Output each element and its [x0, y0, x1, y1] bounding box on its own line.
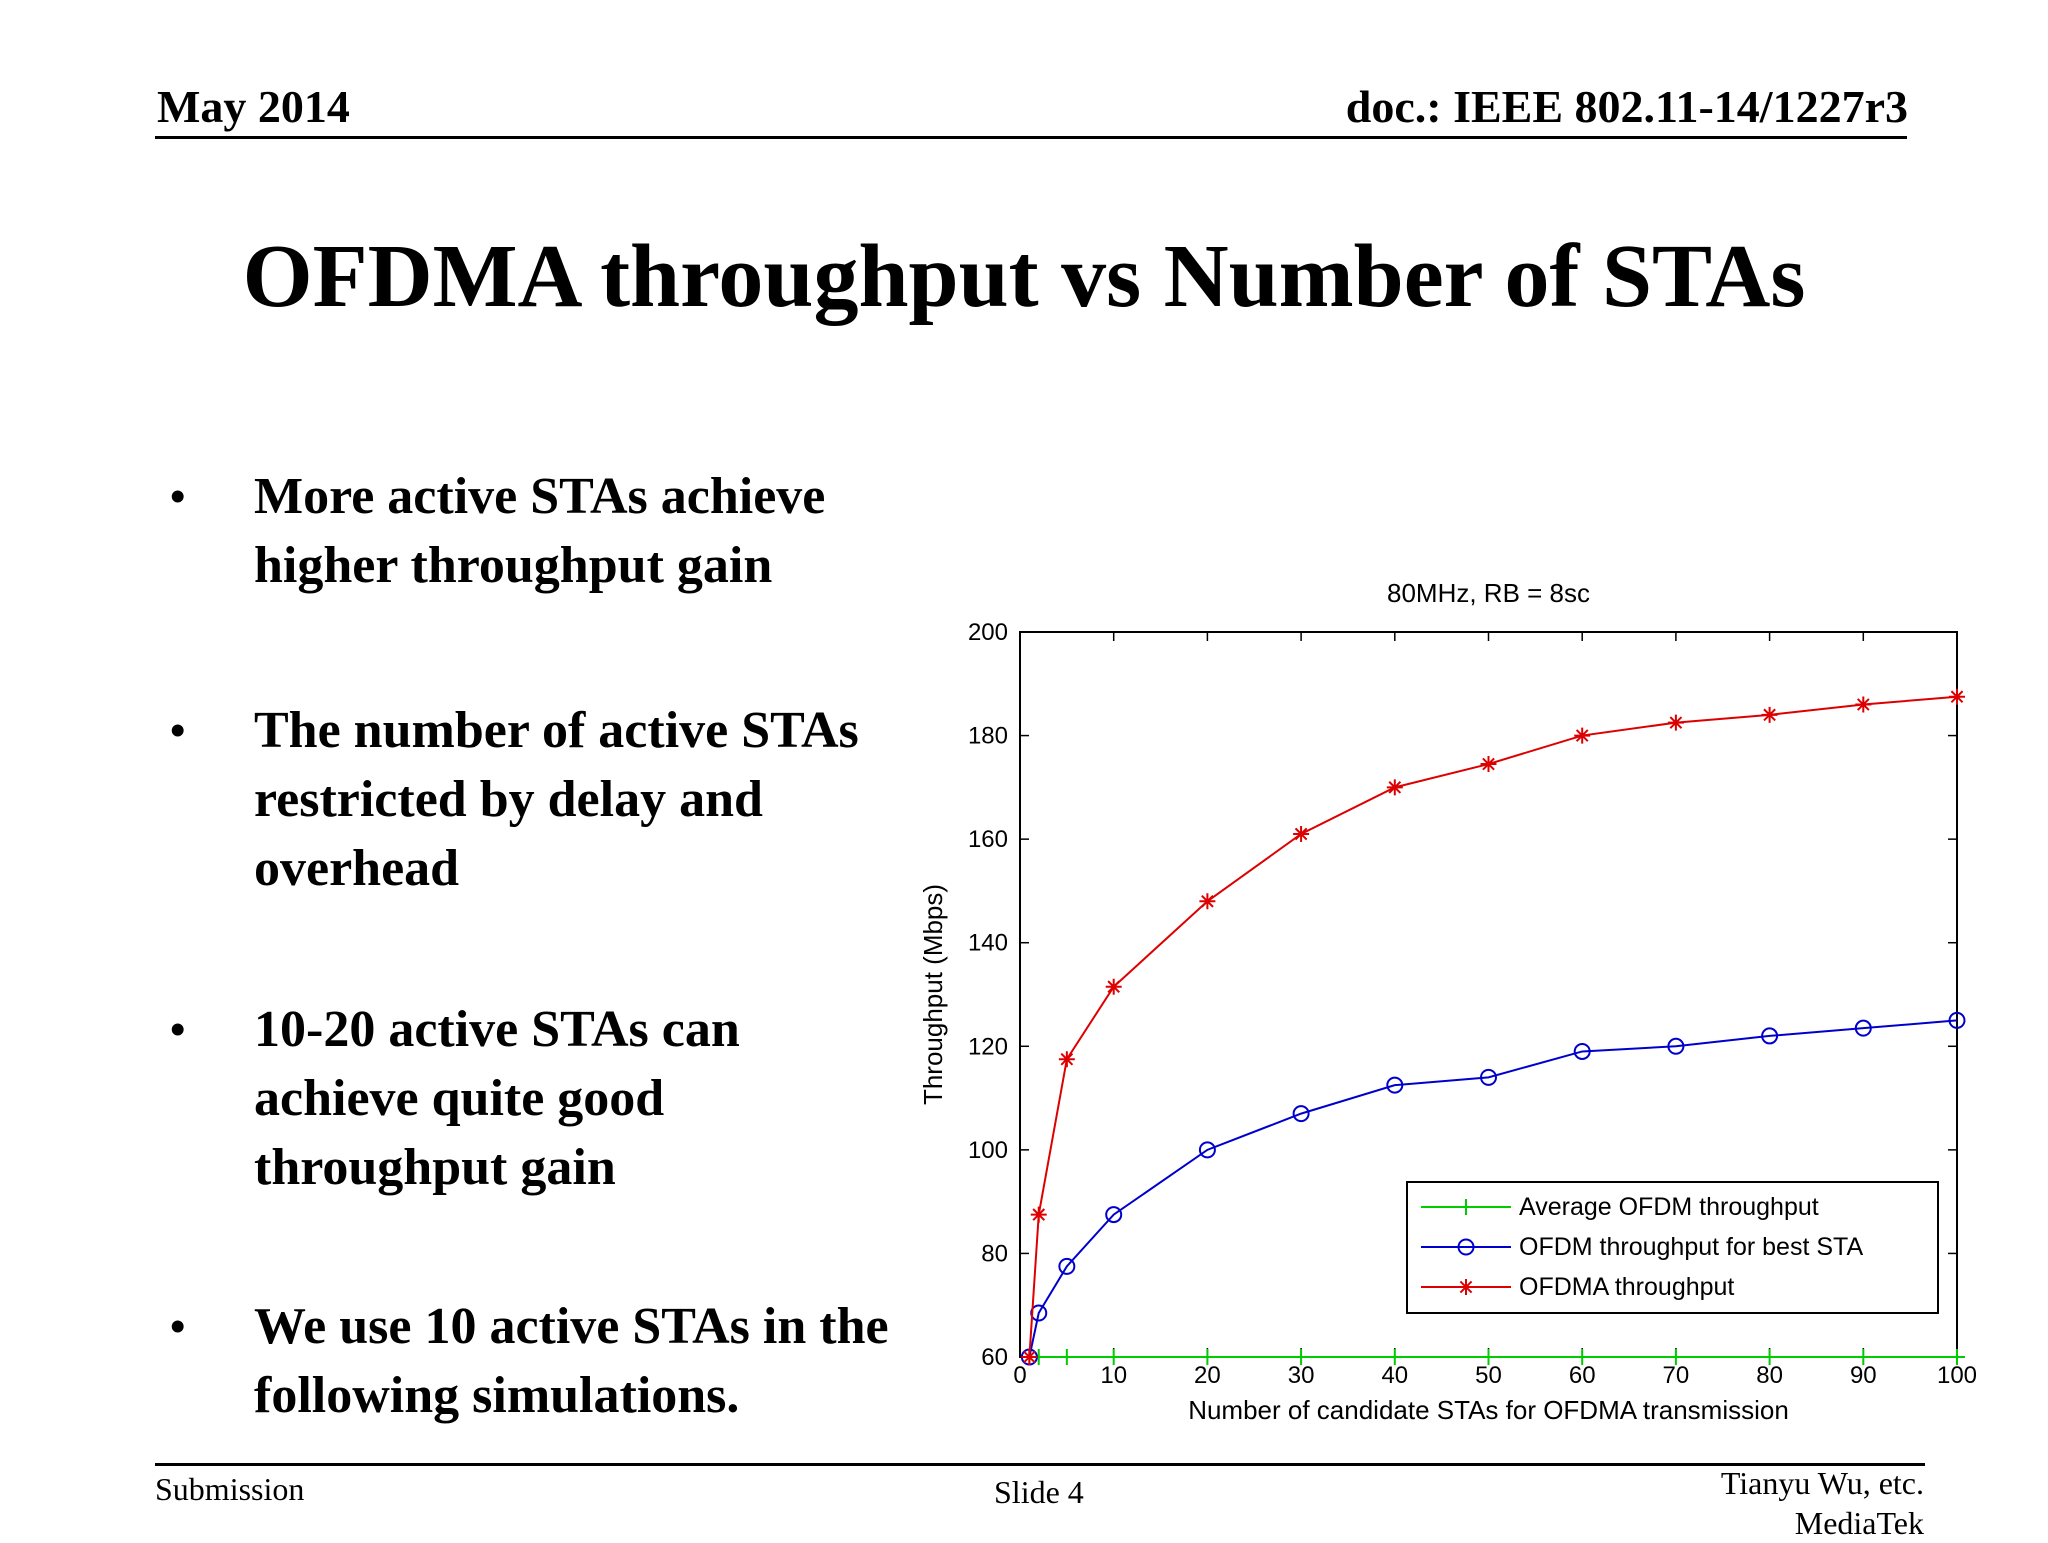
chart-svg: 0 10 20 30 40 50 60 70 80 90 100 60 80 100 120 140 160 18… [918, 578, 1977, 1425]
y-tick-label: 80 [981, 1240, 1008, 1267]
y-tick-label: 180 [968, 723, 1008, 750]
data-point [1386, 1076, 1404, 1094]
y-axis-label: Throughput (Mbps) [918, 884, 948, 1105]
data-point [1855, 1349, 1872, 1365]
bullet-item: • More active STAs achieve higher throug… [170, 462, 894, 600]
data-point [1030, 1304, 1048, 1322]
y-tick-label: 200 [968, 619, 1008, 646]
legend-marker [1457, 1238, 1475, 1256]
bullet-dot-icon: • [170, 1005, 186, 1054]
bullet-dot-icon: • [170, 1302, 186, 1351]
data-point [1105, 1206, 1123, 1224]
bullet-dot-icon: • [170, 706, 186, 755]
legend-entry: Average OFDM throughput [1519, 1193, 1819, 1221]
header-doc-id: doc.: IEEE 802.11-14/1227r3 [1345, 81, 1908, 132]
data-point [1199, 893, 1216, 910]
series-line-1 [1028, 1019, 1958, 1358]
bullet-item: • 10-20 active STAs can achieve quite go… [170, 995, 854, 1202]
data-point [1949, 1349, 1965, 1365]
data-point [1761, 1027, 1779, 1045]
data-point [1030, 1206, 1047, 1223]
data-point [1854, 1019, 1872, 1037]
x-tick-label: 90 [1850, 1362, 1877, 1389]
chart-title: 80MHz, RB = 8sc [1387, 578, 1590, 608]
x-tick-label: 10 [1100, 1362, 1127, 1389]
footer-slide-number: Slide 4 [994, 1474, 1084, 1510]
bullet-item: • We use 10 active STAs in the following… [170, 1292, 914, 1430]
x-tick-label: 0 [1013, 1362, 1026, 1389]
data-point [1198, 1141, 1216, 1159]
y-tick-label: 140 [968, 930, 1008, 957]
legend-marker [1458, 1199, 1474, 1215]
footer-company: MediaTek [1794, 1505, 1924, 1541]
y-tick-label: 160 [968, 826, 1008, 853]
x-tick-label: 60 [1569, 1362, 1596, 1389]
data-point [1573, 1042, 1591, 1060]
y-tick-label: 100 [968, 1137, 1008, 1164]
footer-submission: Submission [155, 1471, 305, 1507]
data-point [1021, 1349, 1038, 1365]
throughput-chart: 0 10 20 30 40 50 60 70 80 90 100 60 80 100 120 140 160 18… [880, 560, 1980, 1460]
bullet-item: • The number of active STAs restricted b… [170, 696, 894, 903]
data-point [1386, 1349, 1403, 1365]
x-tick-label: 50 [1475, 1362, 1502, 1389]
data-point [1105, 978, 1122, 995]
x-tick-label: 30 [1288, 1362, 1315, 1389]
data-point [1574, 727, 1591, 744]
data-point [1761, 1349, 1778, 1365]
data-point [1574, 1349, 1591, 1365]
data-point [1667, 1349, 1684, 1365]
bullet-text: 10-20 active STAs can achieve quite good… [254, 1001, 740, 1196]
header-date: May 2014 [157, 81, 350, 132]
data-point [1199, 1349, 1216, 1365]
data-point [1948, 1011, 1966, 1029]
x-tick-label: 40 [1381, 1362, 1408, 1389]
footer-author-name: Tianyu Wu, etc. [1720, 1465, 1924, 1501]
data-point [1293, 825, 1310, 842]
bullet-dot-icon: • [170, 472, 186, 521]
legend-entry: OFDM throughput for best STA [1519, 1233, 1863, 1261]
data-point [1480, 1068, 1497, 1086]
header-divider [155, 136, 1907, 139]
x-tick-label: 80 [1756, 1362, 1783, 1389]
x-axis-label: Number of candidate STAs for OFDMA trans… [1188, 1395, 1789, 1425]
y-tick-label: 60 [981, 1344, 1008, 1371]
y-tick-label: 120 [968, 1033, 1008, 1060]
data-point [1949, 688, 1965, 705]
data-point [1480, 756, 1497, 773]
bullet-text: We use 10 active STAs in the following s… [254, 1298, 889, 1424]
legend-marker [1458, 1279, 1474, 1295]
data-point [1667, 1037, 1685, 1055]
data-point [1386, 779, 1403, 796]
data-point [1058, 1257, 1076, 1275]
data-point [1292, 1105, 1310, 1123]
data-point [1293, 1349, 1310, 1365]
data-point [1058, 1349, 1075, 1365]
data-point [1667, 714, 1684, 731]
data-point [1761, 706, 1778, 723]
footer-author: Tianyu Wu, etc. MediaTek [1721, 1463, 1924, 1543]
data-point [1480, 1349, 1497, 1365]
x-tick-label: 20 [1194, 1362, 1221, 1389]
data-point [1058, 1051, 1075, 1068]
legend-entry: OFDMA throughput [1519, 1273, 1734, 1301]
x-tick-label: 70 [1663, 1362, 1690, 1389]
x-tick-label: 100 [1937, 1362, 1977, 1389]
bullet-text: More active STAs achieve higher throughp… [254, 468, 826, 594]
footer-divider [155, 1463, 1925, 1466]
slide-title: OFDMA throughput vs Number of STAs [242, 227, 1806, 326]
bullet-text: The number of active STAs restricted by … [254, 702, 859, 897]
data-point [1105, 1349, 1122, 1365]
data-point [1855, 696, 1872, 713]
